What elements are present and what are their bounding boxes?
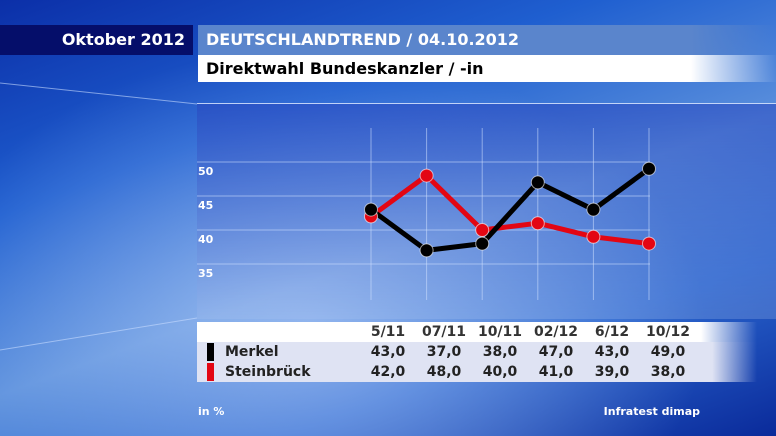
y-tick-label: 50 <box>198 165 214 178</box>
series-line-merkel <box>369 166 651 253</box>
table-cell: 47,0 <box>538 344 574 360</box>
y-tick-label: 40 <box>198 233 214 246</box>
data-point <box>419 168 434 183</box>
y-tick-label: 45 <box>198 199 213 212</box>
table-cell: 41,0 <box>538 364 574 380</box>
page-title: DEUTSCHLANDTREND / 04.10.2012 <box>198 25 776 55</box>
data-point <box>364 202 378 217</box>
col-header: 10/12 <box>645 324 691 340</box>
data-point <box>475 223 490 237</box>
table-cell: 43,0 <box>370 344 406 360</box>
data-point <box>642 236 656 251</box>
data-point <box>530 175 545 190</box>
col-header: 6/12 <box>594 324 630 340</box>
source-label: Infratest dimap <box>603 405 700 418</box>
data-point <box>419 243 434 258</box>
table-cell: 42,0 <box>370 364 406 380</box>
table-cell: 37,0 <box>426 344 462 360</box>
table-header-row: 5/11 07/11 10/11 02/12 6/12 10/12 <box>197 322 757 342</box>
table-cell: 38,0 <box>482 344 518 360</box>
date-label: Oktober 2012 <box>0 25 193 55</box>
table-row-steinbrueck: Steinbrück 42,0 48,0 40,0 41,0 39,0 38,0 <box>197 362 757 382</box>
col-header: 5/11 <box>370 324 406 340</box>
table-row-merkel: Merkel 43,0 37,0 38,0 47,0 43,0 49,0 <box>197 342 757 362</box>
legend-swatch-merkel <box>207 343 214 361</box>
series-line-steinbrück <box>369 173 650 247</box>
table-cell: 38,0 <box>650 364 686 380</box>
unit-label: in % <box>198 405 225 418</box>
table-cell: 43,0 <box>594 344 630 360</box>
table-cell: 40,0 <box>482 364 518 380</box>
chart-subtitle: Direktwahl Bundeskanzler / -in <box>198 55 776 82</box>
table-cell: 48,0 <box>426 364 462 380</box>
table-cell: 49,0 <box>650 344 686 360</box>
plot-panel <box>197 103 776 319</box>
data-point <box>475 236 490 251</box>
data-point <box>586 202 601 217</box>
data-point <box>586 229 601 244</box>
data-table: 5/11 07/11 10/11 02/12 6/12 10/12 Merkel… <box>197 322 757 382</box>
col-header: 07/11 <box>421 324 467 340</box>
y-tick-label: 35 <box>198 267 213 280</box>
table-cell: 39,0 <box>594 364 630 380</box>
data-point <box>530 216 545 231</box>
legend-swatch-steinbrueck <box>207 363 214 381</box>
data-point <box>642 161 656 176</box>
col-header: 10/11 <box>477 324 523 340</box>
col-header: 02/12 <box>533 324 579 340</box>
series-name: Steinbrück <box>225 364 311 380</box>
series-name: Merkel <box>225 344 279 360</box>
